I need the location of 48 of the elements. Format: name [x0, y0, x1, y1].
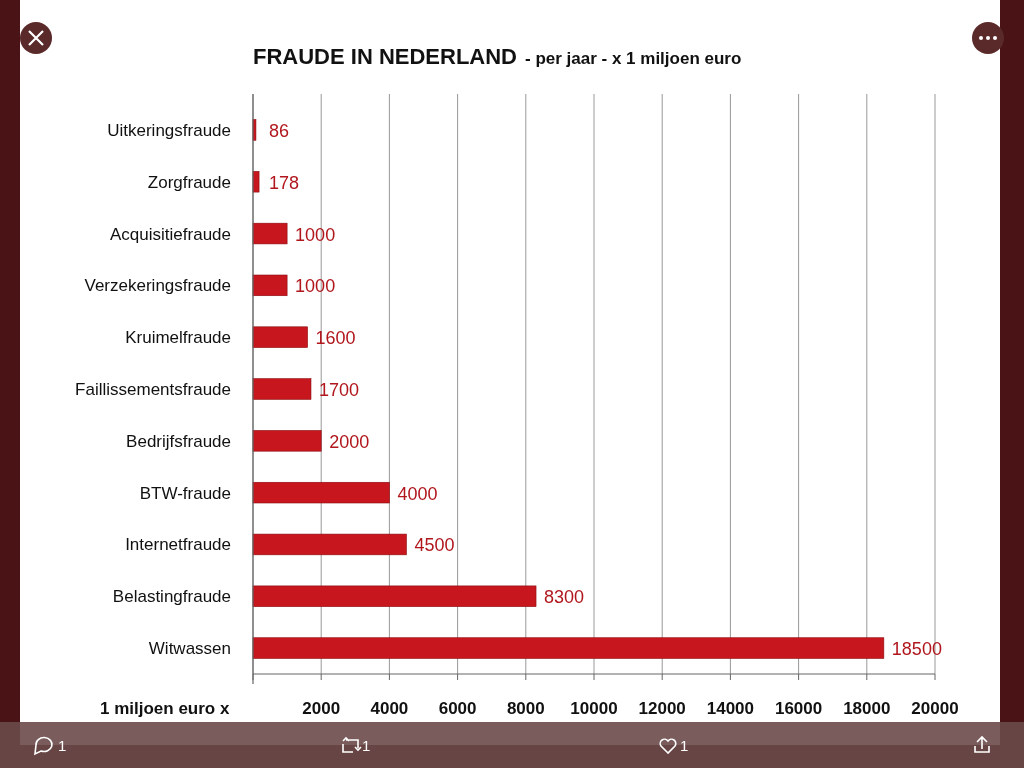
y-tick-label: Verzekeringsfraude [84, 276, 231, 296]
x-tick-label: 4000 [370, 699, 409, 718]
data-label: 1700 [318, 380, 360, 400]
bar [252, 637, 885, 659]
data-label: 86 [269, 120, 290, 141]
x-axis-title: 1 miljoen euro x [100, 699, 230, 718]
data-label: 178 [269, 172, 300, 193]
bar [252, 430, 322, 452]
x-tick-label: 14000 [706, 699, 755, 718]
x-tick-label: 16000 [774, 699, 823, 718]
text: 1 [58, 737, 67, 754]
chart-subtitle: - per jaar - x 1 miljoen euro [525, 49, 742, 68]
y-tick-label: Kruimelfraude [125, 328, 231, 348]
text: 1 [680, 737, 689, 754]
bar [252, 274, 288, 297]
y-tick-label: Bedrijfsfraude [126, 431, 231, 451]
bar [252, 533, 407, 556]
data-label: 1000 [295, 224, 336, 245]
text: 1 [362, 737, 371, 754]
x-tick-label: 8000 [506, 699, 545, 718]
x-tick-label: 20000 [911, 699, 959, 718]
y-tick-label: Uitkeringsfraude [107, 120, 231, 140]
y-tick-label: Zorgfraude [147, 172, 231, 192]
bar [252, 585, 537, 607]
bar [252, 171, 260, 193]
chart-title: FRAUDE IN NEDERLAND [253, 44, 517, 69]
data-label: 2000 [329, 431, 370, 452]
y-tick-label: Witwassen [148, 639, 231, 659]
data-label: 1600 [315, 328, 356, 349]
y-tick-label: Acquisitiefraude [110, 224, 231, 244]
x-tick-label: 6000 [438, 699, 477, 718]
data-label: 4000 [397, 483, 438, 504]
data-label: 8300 [544, 587, 585, 608]
bar [252, 326, 308, 348]
data-label: 18500 [891, 639, 942, 660]
y-tick-label: BTW-fraude [139, 483, 231, 503]
bar [252, 222, 288, 245]
x-tick-label: 18000 [843, 699, 891, 718]
x-tick-label: 2000 [302, 699, 341, 718]
data-label: 1000 [295, 276, 336, 297]
x-tick-label: 10000 [570, 699, 618, 718]
data-label: 4500 [414, 535, 455, 556]
bar [252, 378, 312, 400]
y-tick-label: Belastingfraude [112, 587, 231, 607]
x-tick-label: 12000 [638, 699, 686, 718]
y-tick-label: Faillissementsfraude [75, 380, 231, 399]
y-tick-label: Internetfraude [125, 535, 231, 555]
bar [252, 481, 390, 504]
